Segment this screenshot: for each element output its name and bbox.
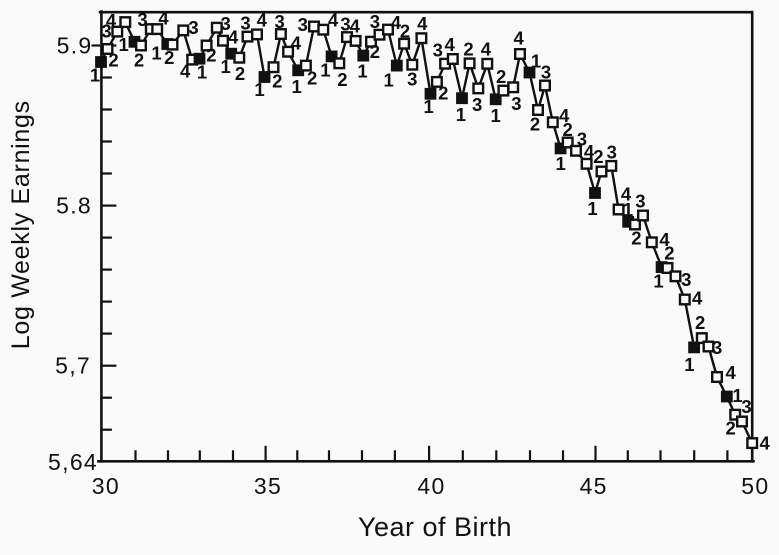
svg-text:1: 1 [623,199,633,220]
svg-text:4: 4 [584,141,595,162]
svg-text:3: 3 [370,11,380,32]
svg-text:2: 2 [272,71,282,92]
svg-text:3: 3 [240,12,250,33]
svg-text:4: 4 [444,34,455,55]
svg-text:3: 3 [188,17,198,38]
svg-text:4: 4 [291,33,302,54]
svg-text:2: 2 [108,49,118,70]
svg-text:3: 3 [407,69,417,90]
svg-text:4: 4 [417,13,428,34]
svg-text:5.8: 5.8 [56,193,92,219]
svg-text:3: 3 [274,11,284,32]
svg-text:1: 1 [491,105,501,126]
svg-text:5,64: 5,64 [48,449,98,475]
svg-text:30: 30 [92,473,120,499]
svg-text:45: 45 [580,473,608,499]
svg-text:4: 4 [328,9,339,30]
svg-text:4: 4 [692,287,703,308]
svg-text:3: 3 [607,142,617,163]
svg-text:1: 1 [254,79,264,100]
svg-text:4: 4 [559,105,570,126]
svg-text:2: 2 [530,113,540,134]
svg-text:2: 2 [463,39,473,60]
svg-text:4: 4 [350,16,361,37]
svg-text:1: 1 [653,270,663,291]
svg-text:1: 1 [90,64,100,85]
svg-text:2: 2 [400,20,410,41]
svg-text:Log Weekly Earnings: Log Weekly Earnings [7,100,35,349]
svg-text:1: 1 [424,96,434,117]
svg-text:1: 1 [221,56,231,77]
svg-text:1: 1 [151,43,161,64]
svg-text:4: 4 [180,61,191,82]
svg-text:3: 3 [741,396,751,417]
svg-text:2: 2 [725,418,735,439]
svg-text:2: 2 [370,41,380,62]
svg-text:3: 3 [511,93,521,114]
svg-text:1: 1 [357,61,367,82]
svg-text:2: 2 [695,312,705,333]
svg-text:1: 1 [531,50,541,71]
svg-text:3: 3 [681,269,691,290]
svg-text:2: 2 [496,66,506,87]
svg-text:3: 3 [340,13,350,34]
svg-text:4: 4 [228,27,239,48]
svg-text:1: 1 [684,354,694,375]
svg-text:4: 4 [760,433,771,454]
svg-text:1: 1 [555,153,565,174]
svg-text:2: 2 [631,228,641,249]
svg-text:4: 4 [106,10,117,31]
svg-text:1: 1 [320,60,330,81]
svg-text:5.9: 5.9 [57,33,93,59]
svg-text:Year of Birth: Year of Birth [358,512,512,542]
svg-text:3: 3 [472,94,482,115]
svg-text:3: 3 [577,128,587,149]
svg-text:2: 2 [337,69,347,90]
svg-text:35: 35 [254,473,282,499]
svg-text:5,7: 5,7 [55,353,91,379]
svg-text:1: 1 [732,385,742,406]
svg-text:1: 1 [587,198,597,219]
svg-text:3: 3 [712,337,722,358]
svg-text:4: 4 [726,362,737,383]
svg-text:4: 4 [481,39,492,60]
svg-text:3: 3 [635,191,645,212]
svg-text:2: 2 [235,63,245,84]
svg-text:2: 2 [307,67,317,88]
svg-text:3: 3 [101,20,111,41]
svg-text:4: 4 [659,229,670,250]
svg-text:3: 3 [433,40,443,61]
svg-text:3: 3 [221,13,231,34]
svg-text:3: 3 [541,61,551,82]
svg-text:1: 1 [291,76,301,97]
svg-text:40: 40 [417,473,445,499]
svg-text:2: 2 [164,47,174,68]
svg-text:4: 4 [391,12,402,33]
svg-text:2: 2 [563,119,573,140]
svg-text:2: 2 [206,44,216,65]
svg-text:2: 2 [438,82,448,103]
svg-text:4: 4 [257,10,268,31]
svg-text:50: 50 [741,473,769,499]
svg-text:1: 1 [383,70,393,91]
svg-text:1: 1 [118,34,128,55]
svg-text:2: 2 [593,146,603,167]
svg-text:3: 3 [137,9,147,30]
svg-text:1: 1 [456,104,466,125]
svg-text:1: 1 [197,61,207,82]
svg-text:2: 2 [134,50,144,71]
svg-text:4: 4 [158,8,169,29]
svg-text:2: 2 [664,243,674,264]
svg-text:3: 3 [298,14,308,35]
svg-text:4: 4 [621,184,632,205]
svg-text:4: 4 [513,28,524,49]
